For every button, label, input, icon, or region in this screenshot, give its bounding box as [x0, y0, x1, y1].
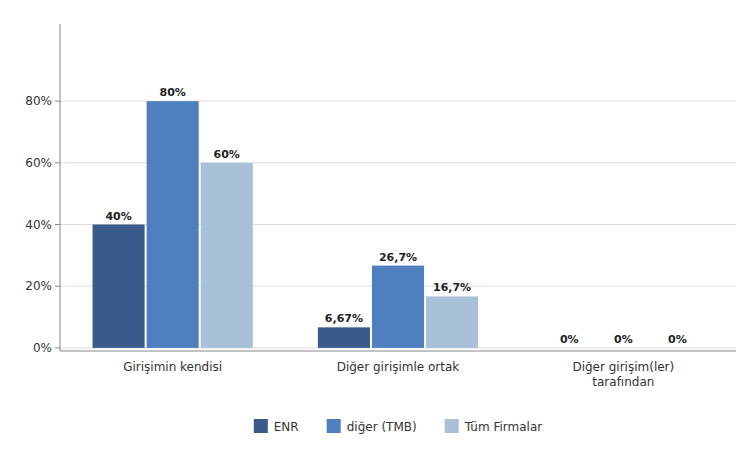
data-label: 0% — [668, 333, 687, 346]
grid — [60, 101, 736, 348]
bar — [426, 296, 478, 348]
y-tick-label: 20% — [25, 279, 52, 293]
y-tick — [55, 347, 60, 348]
bar — [372, 266, 424, 348]
y-tick-label: 0% — [33, 341, 52, 355]
legend-swatch — [254, 419, 268, 433]
data-labels: 40% 6,67% 0% 80% 26,7% 0% 60% 16,7% 0% — [105, 86, 686, 346]
x-axis-line — [60, 351, 736, 352]
legend-label: diğer (TMB) — [347, 420, 417, 434]
bars — [93, 101, 479, 348]
x-axis: Girişimin kendisi Diğer girişimle ortak Di… — [123, 360, 674, 389]
data-label: 80% — [159, 86, 185, 99]
data-label: 0% — [614, 333, 633, 346]
legend-swatch — [445, 419, 459, 433]
bar — [543, 347, 595, 348]
bar — [147, 101, 199, 348]
legend-swatch — [327, 419, 341, 433]
y-tick-label: 80% — [25, 94, 52, 108]
legend: ENR diğer (TMB) Tüm Firmalar — [254, 419, 543, 434]
legend-item: Tüm Firmalar — [445, 419, 543, 434]
legend-label: ENR — [274, 420, 299, 434]
bar — [597, 347, 649, 348]
y-tick — [55, 286, 60, 287]
data-label: 60% — [214, 148, 240, 161]
chart-container: 0% 20% 40% 60% 80% 40% 6,67% 0% 80% 26,7% 0% 60% 16,… — [0, 0, 756, 451]
y-axis: 0% 20% 40% 60% 80% — [25, 24, 736, 355]
y-tick — [55, 162, 60, 163]
data-label: 6,67% — [325, 312, 363, 325]
chart-svg: 0% 20% 40% 60% 80% 40% 6,67% 0% 80% 26,7% 0% 60% 16,… — [0, 0, 756, 451]
x-tick-label: Girişimin kendisi — [123, 360, 222, 374]
x-tick-label: Diğer girişimle ortak — [337, 360, 460, 374]
y-tick-label: 40% — [25, 218, 52, 232]
x-tick-label: Diğer girişim(ler)tarafından — [572, 360, 674, 389]
y-axis-line — [60, 24, 61, 351]
data-label: 0% — [560, 333, 579, 346]
y-tick-label: 60% — [25, 156, 52, 170]
bar — [318, 327, 370, 348]
data-label: 16,7% — [433, 281, 471, 294]
bar — [201, 163, 253, 348]
bar — [651, 347, 703, 348]
y-tick — [55, 224, 60, 225]
legend-item: diğer (TMB) — [327, 419, 417, 434]
data-label: 40% — [105, 210, 131, 223]
legend-label: Tüm Firmalar — [464, 420, 543, 434]
bar — [93, 225, 145, 348]
data-label: 26,7% — [379, 251, 417, 264]
legend-item: ENR — [254, 419, 299, 434]
y-tick — [55, 101, 60, 102]
